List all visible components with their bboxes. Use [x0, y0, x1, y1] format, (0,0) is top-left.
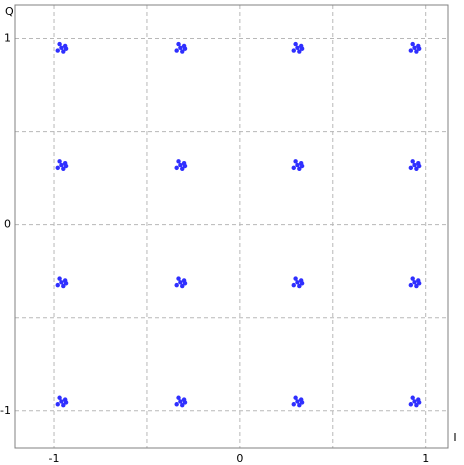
- point: [178, 45, 183, 51]
- point: [59, 399, 64, 404]
- point: [63, 163, 69, 169]
- point: [293, 41, 298, 47]
- point: [182, 400, 188, 405]
- point: [176, 276, 181, 281]
- point: [63, 281, 69, 286]
- point: [297, 166, 302, 171]
- point: [408, 282, 414, 288]
- point: [414, 402, 419, 408]
- point: [55, 48, 60, 53]
- point: [412, 280, 417, 285]
- plot-frame: [14, 4, 449, 449]
- point: [299, 163, 305, 169]
- point: [408, 402, 414, 407]
- point: [412, 399, 417, 404]
- point: [410, 395, 415, 400]
- point: [416, 400, 422, 405]
- point: [410, 276, 415, 281]
- point: [408, 165, 414, 171]
- point: [416, 281, 422, 286]
- point: [174, 282, 179, 288]
- point: [297, 402, 302, 408]
- point: [176, 41, 181, 47]
- x-tick-label: -1: [49, 452, 60, 465]
- point: [180, 166, 185, 171]
- point: [299, 281, 305, 286]
- point: [182, 281, 188, 286]
- point: [63, 400, 69, 405]
- point: [412, 162, 417, 168]
- point: [57, 395, 62, 400]
- point: [55, 402, 60, 407]
- point: [291, 48, 296, 53]
- point: [297, 283, 302, 289]
- point: [291, 402, 296, 407]
- point: [59, 45, 64, 51]
- point: [57, 41, 62, 47]
- point: [295, 45, 300, 51]
- point: [59, 280, 64, 285]
- point: [182, 163, 188, 169]
- point: [291, 282, 296, 288]
- point: [416, 46, 422, 51]
- point: [176, 159, 181, 164]
- point: [57, 159, 62, 164]
- point: [414, 166, 419, 171]
- x-axis-label: I: [453, 431, 456, 444]
- point: [180, 49, 185, 54]
- point: [55, 282, 60, 288]
- point: [55, 165, 60, 171]
- point: [174, 48, 179, 53]
- point: [295, 162, 300, 168]
- point: [295, 280, 300, 285]
- point: [178, 280, 183, 285]
- point: [182, 46, 188, 51]
- point: [61, 283, 66, 289]
- x-tick-label: 1: [422, 452, 429, 465]
- point: [414, 283, 419, 289]
- point: [176, 395, 181, 400]
- point: [180, 402, 185, 408]
- point: [178, 162, 183, 168]
- y-axis-label: Q: [5, 5, 14, 18]
- x-tick-label: 0: [236, 452, 243, 465]
- point: [416, 163, 422, 169]
- y-tick-label: 1: [4, 32, 11, 45]
- point: [61, 49, 66, 54]
- y-tick-label: -1: [0, 404, 11, 417]
- point: [59, 162, 64, 168]
- point: [299, 400, 305, 405]
- point: [174, 402, 179, 407]
- point: [178, 399, 183, 404]
- point: [293, 395, 298, 400]
- point: [57, 276, 62, 281]
- point: [414, 49, 419, 54]
- point: [174, 165, 179, 171]
- point: [293, 159, 298, 164]
- point: [295, 399, 300, 404]
- point: [293, 276, 298, 281]
- point: [410, 41, 415, 47]
- point: [61, 402, 66, 408]
- point: [299, 46, 305, 51]
- point: [61, 166, 66, 171]
- point: [63, 46, 69, 51]
- point: [410, 159, 415, 164]
- point: [297, 49, 302, 54]
- point: [408, 48, 414, 53]
- point: [412, 45, 417, 51]
- y-tick-label: 0: [4, 218, 11, 231]
- point: [180, 283, 185, 289]
- point: [291, 165, 296, 171]
